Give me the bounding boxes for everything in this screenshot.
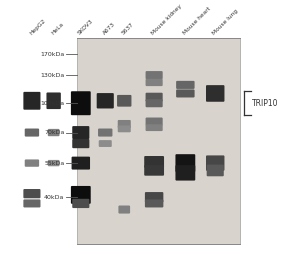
Text: Mouse kidney: Mouse kidney xyxy=(151,4,183,36)
Text: 130kDa: 130kDa xyxy=(40,73,65,78)
FancyBboxPatch shape xyxy=(25,129,39,136)
FancyBboxPatch shape xyxy=(98,129,112,136)
FancyBboxPatch shape xyxy=(118,205,130,214)
Text: Mouse heart: Mouse heart xyxy=(182,6,211,36)
FancyBboxPatch shape xyxy=(145,71,163,79)
FancyBboxPatch shape xyxy=(145,199,163,208)
FancyBboxPatch shape xyxy=(99,140,112,147)
FancyBboxPatch shape xyxy=(145,79,163,86)
FancyBboxPatch shape xyxy=(145,93,163,102)
FancyBboxPatch shape xyxy=(23,92,40,110)
Text: Mouse lung: Mouse lung xyxy=(212,8,239,36)
FancyBboxPatch shape xyxy=(145,99,163,107)
FancyBboxPatch shape xyxy=(176,89,195,97)
FancyBboxPatch shape xyxy=(72,199,89,208)
FancyBboxPatch shape xyxy=(72,139,89,148)
FancyBboxPatch shape xyxy=(175,154,195,172)
FancyBboxPatch shape xyxy=(72,157,90,169)
FancyBboxPatch shape xyxy=(206,155,224,171)
FancyBboxPatch shape xyxy=(23,189,40,198)
FancyBboxPatch shape xyxy=(144,165,164,176)
FancyBboxPatch shape xyxy=(23,199,40,208)
FancyBboxPatch shape xyxy=(118,125,131,132)
Text: HeLa: HeLa xyxy=(50,22,64,36)
Text: 170kDa: 170kDa xyxy=(40,52,65,57)
FancyBboxPatch shape xyxy=(144,156,164,168)
FancyBboxPatch shape xyxy=(48,160,59,166)
FancyBboxPatch shape xyxy=(71,186,91,204)
FancyBboxPatch shape xyxy=(117,95,131,107)
Bar xyxy=(77,39,240,244)
FancyBboxPatch shape xyxy=(71,91,91,115)
Text: A673: A673 xyxy=(102,22,116,36)
FancyBboxPatch shape xyxy=(118,120,131,128)
Text: 100kDa: 100kDa xyxy=(40,101,65,106)
FancyBboxPatch shape xyxy=(207,164,224,176)
FancyBboxPatch shape xyxy=(48,129,59,136)
FancyBboxPatch shape xyxy=(72,126,89,139)
FancyBboxPatch shape xyxy=(46,92,61,109)
Text: 55kDa: 55kDa xyxy=(44,161,65,166)
FancyBboxPatch shape xyxy=(97,93,114,109)
Text: HepG2: HepG2 xyxy=(28,18,46,36)
FancyBboxPatch shape xyxy=(175,165,195,181)
FancyBboxPatch shape xyxy=(176,81,195,89)
FancyBboxPatch shape xyxy=(145,192,163,202)
Text: SKOV3: SKOV3 xyxy=(77,19,95,36)
Text: 5637: 5637 xyxy=(121,22,135,36)
Text: 70kDa: 70kDa xyxy=(44,130,65,135)
FancyBboxPatch shape xyxy=(145,117,163,126)
Text: 40kDa: 40kDa xyxy=(44,195,65,200)
FancyBboxPatch shape xyxy=(25,159,39,167)
Text: TRIP10: TRIP10 xyxy=(252,99,278,108)
FancyBboxPatch shape xyxy=(206,85,224,102)
FancyBboxPatch shape xyxy=(145,124,163,131)
